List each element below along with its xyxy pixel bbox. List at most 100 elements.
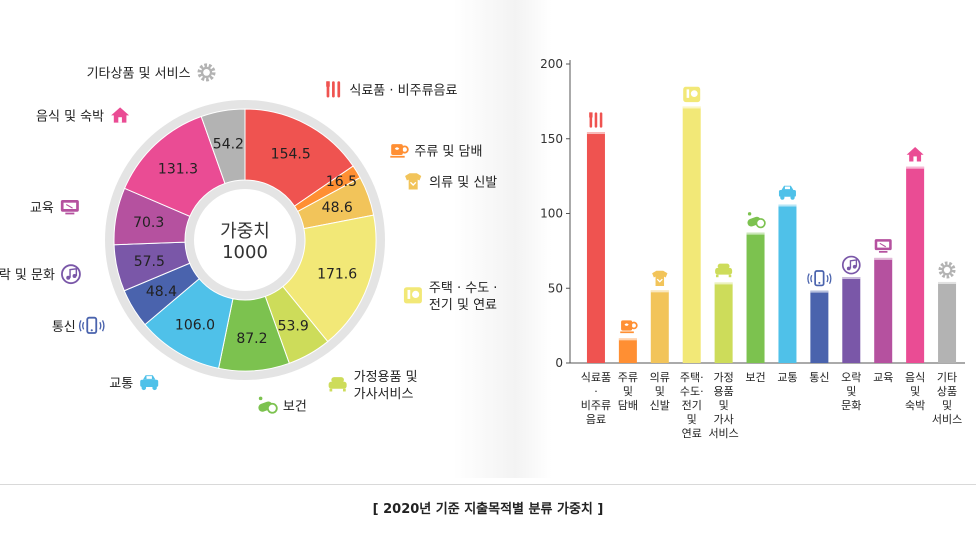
donut-category-label: 교육 bbox=[30, 199, 79, 216]
gear-icon bbox=[197, 63, 216, 82]
bar-cap bbox=[650, 290, 669, 293]
y-tick-label: 100 bbox=[540, 207, 563, 221]
donut-category-label: 교통 bbox=[109, 375, 159, 391]
monitor-icon bbox=[874, 239, 892, 253]
utensils-icon bbox=[326, 81, 341, 98]
donut-category-label: 주류 및 담배 bbox=[390, 144, 482, 159]
donut-category-label: 식료품 · 비주류음료 bbox=[326, 81, 457, 98]
x-tick-label: 식료품 bbox=[581, 371, 611, 384]
donut-category-text: 주택 · 수도 · bbox=[429, 281, 498, 296]
donut-category-text: 전기 및 연료 bbox=[429, 298, 497, 313]
x-tick-label: 및 bbox=[719, 399, 729, 412]
bar bbox=[906, 166, 925, 363]
y-tick-label: 0 bbox=[555, 356, 563, 370]
pill-icon bbox=[258, 396, 278, 414]
x-tick-label: 통신 bbox=[809, 371, 829, 384]
donut-category-label: 음식 및 숙박 bbox=[36, 107, 130, 124]
x-tick-label: 및 bbox=[623, 385, 633, 398]
donut-category-text: 교통 bbox=[109, 376, 133, 391]
donut-value-label: 154.5 bbox=[271, 146, 311, 162]
bar bbox=[810, 290, 829, 363]
shirt-icon bbox=[405, 173, 422, 190]
bar bbox=[746, 232, 765, 363]
donut-category-text: 교육 bbox=[30, 201, 54, 216]
car-icon bbox=[778, 185, 796, 200]
donut-category-label: 보건 bbox=[258, 396, 307, 415]
donut-value-label: 16.5 bbox=[326, 174, 357, 190]
x-tick-label: 비주류 bbox=[581, 399, 611, 412]
pill-icon bbox=[747, 212, 766, 229]
home-icon bbox=[111, 107, 130, 123]
x-tick-label: 용품 bbox=[714, 385, 734, 398]
x-tick-label: 및 bbox=[910, 385, 920, 398]
car-icon bbox=[140, 375, 159, 391]
bar bbox=[778, 204, 797, 363]
x-tick-label: 및 bbox=[687, 413, 697, 426]
x-tick-label: 가정 bbox=[714, 371, 734, 384]
donut-value-label: 131.3 bbox=[158, 161, 198, 177]
x-tick-label: 숙박 bbox=[905, 399, 925, 412]
house-utility-icon bbox=[683, 86, 701, 103]
bar bbox=[874, 257, 893, 363]
donut-slice bbox=[200, 108, 246, 185]
bar bbox=[586, 132, 605, 363]
donut-category-text: 가정용품 및 bbox=[354, 370, 418, 385]
x-tick-label: 담배 bbox=[618, 399, 638, 412]
bar bbox=[842, 277, 861, 363]
x-tick-label: 교육 bbox=[873, 371, 893, 384]
home-icon bbox=[906, 147, 924, 162]
donut-category-text: 주류 및 담배 bbox=[414, 144, 482, 159]
x-tick-label: 교통 bbox=[777, 371, 797, 384]
x-tick-label: 전기 bbox=[682, 399, 702, 412]
donut-value-label: 106.0 bbox=[175, 317, 215, 333]
bar-cap bbox=[682, 106, 701, 109]
x-tick-label: 주택· bbox=[680, 371, 704, 384]
donut-value-label: 48.4 bbox=[146, 284, 177, 300]
bar-cap bbox=[906, 166, 925, 169]
donut-center-title: 가중치 bbox=[220, 221, 270, 242]
donut-value-label: 54.2 bbox=[213, 136, 244, 152]
donut-category-text: 의류 및 신발 bbox=[429, 175, 497, 190]
sofa-icon bbox=[715, 263, 733, 278]
bar bbox=[650, 290, 669, 363]
x-tick-label: 가사 bbox=[714, 413, 734, 426]
donut-category-text: 보건 bbox=[283, 400, 307, 415]
x-tick-label: 음료 bbox=[586, 413, 606, 426]
phone-icon bbox=[807, 270, 832, 287]
x-tick-label: 주류 bbox=[618, 371, 638, 384]
y-tick-label: 200 bbox=[540, 57, 563, 71]
gear-icon bbox=[938, 261, 956, 279]
x-tick-label: 및 bbox=[942, 399, 952, 412]
x-tick-label: 문화 bbox=[841, 399, 861, 412]
music-icon bbox=[61, 264, 81, 285]
bar-cap bbox=[778, 204, 797, 207]
x-tick-label: 및 bbox=[846, 385, 856, 398]
x-tick-label: 보건 bbox=[745, 371, 765, 384]
house-utility-icon bbox=[403, 287, 422, 304]
donut-category-label: 오락 및 문화 bbox=[0, 264, 81, 285]
phone-icon bbox=[78, 316, 105, 334]
bar-cap bbox=[746, 232, 765, 235]
donut-value-label: 48.6 bbox=[322, 200, 353, 216]
y-tick-label: 50 bbox=[548, 281, 563, 295]
bar-cap bbox=[842, 277, 861, 280]
donut-category-text: 가사서비스 bbox=[354, 387, 414, 402]
bar-cap bbox=[938, 281, 957, 284]
cup-icon bbox=[390, 144, 409, 158]
music-icon bbox=[841, 255, 861, 275]
donut-category-text: 통신 bbox=[52, 320, 76, 335]
x-tick-label: · bbox=[594, 385, 598, 398]
donut-category-text: 오락 및 문화 bbox=[0, 268, 55, 283]
bar bbox=[714, 282, 733, 363]
donut-category-text: 식료품 · 비주류음료 bbox=[349, 83, 457, 98]
donut-chart: 154.5 16.5 48.6 171.6 53.9 87.2 106.0 48.4 57.5 7… bbox=[0, 63, 498, 415]
y-tick-label: 150 bbox=[540, 132, 563, 146]
bar bbox=[682, 106, 701, 363]
x-tick-label: 서비스 bbox=[708, 427, 738, 440]
x-tick-label: 기타 bbox=[937, 371, 957, 384]
sofa-icon bbox=[328, 377, 347, 392]
x-tick-label: 서비스 bbox=[932, 413, 962, 426]
bar-cap bbox=[874, 257, 893, 260]
